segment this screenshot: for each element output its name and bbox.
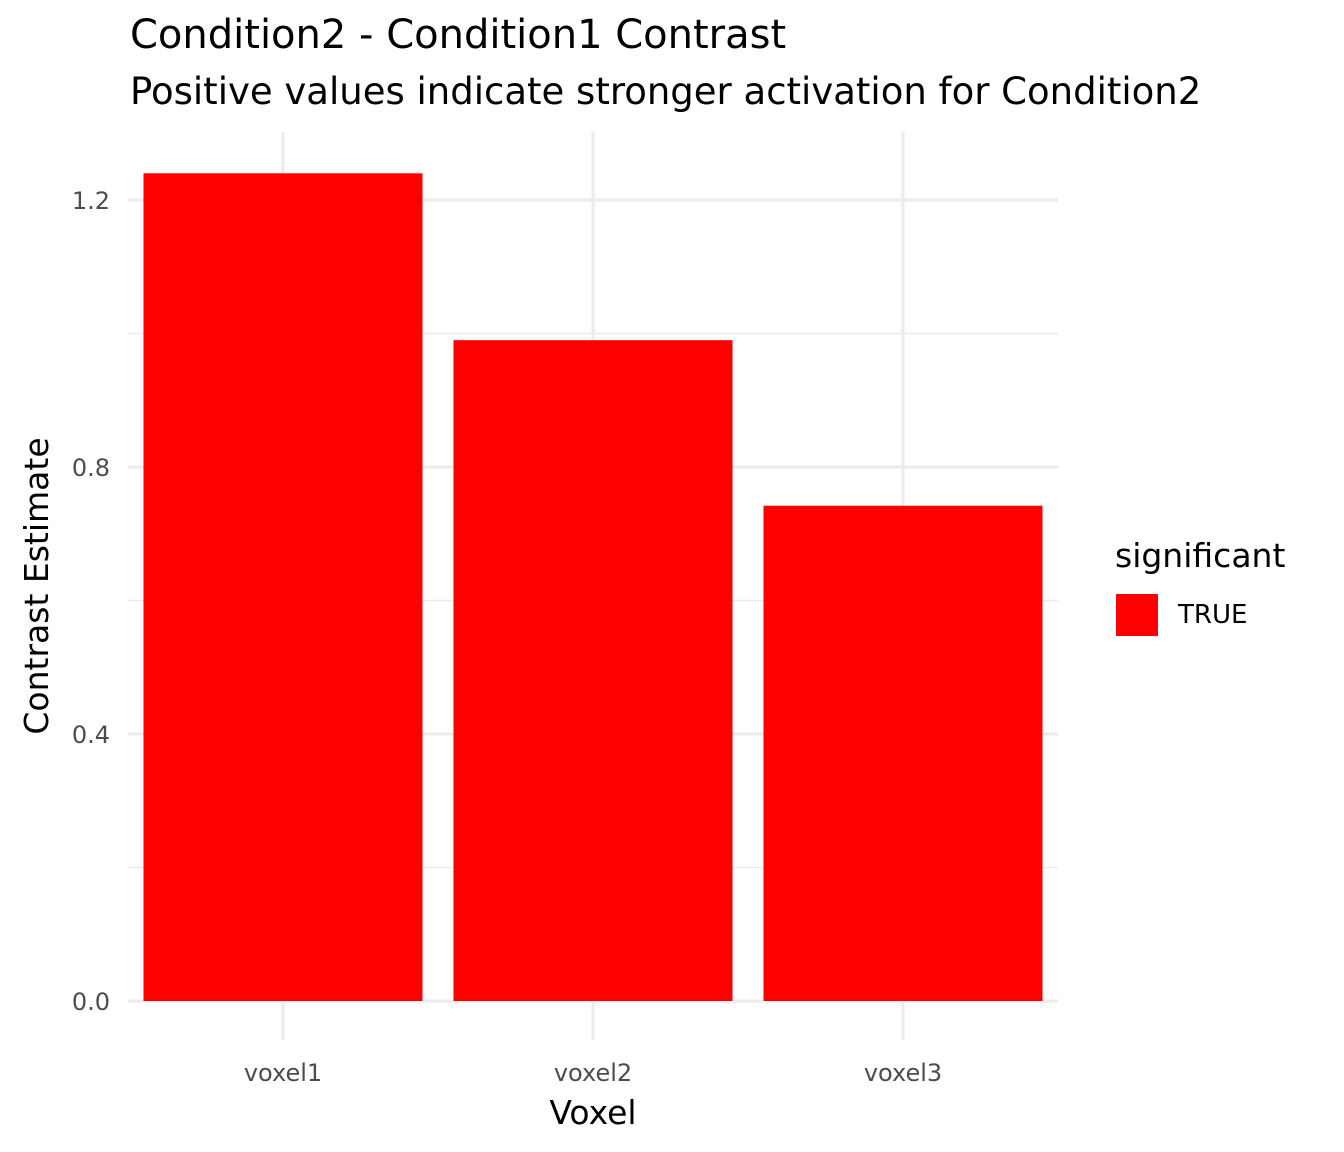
chart-subtitle: Positive values indicate stronger activa… bbox=[130, 70, 1202, 113]
y-axis-label: Contrast Estimate bbox=[17, 437, 56, 734]
x-tick-label: voxel1 bbox=[244, 1059, 322, 1087]
bar-voxel2 bbox=[453, 340, 733, 1001]
chart-title: Condition2 - Condition1 Contrast bbox=[130, 12, 787, 58]
y-tick-label: 0.0 bbox=[72, 988, 110, 1016]
y-tick-label: 1.2 bbox=[72, 187, 110, 215]
x-tick-label: voxel3 bbox=[864, 1059, 942, 1087]
legend-title: significant bbox=[1115, 536, 1286, 575]
legend-label-true: TRUE bbox=[1178, 600, 1248, 630]
x-tick-label: voxel2 bbox=[554, 1059, 632, 1087]
bar-voxel1 bbox=[143, 173, 423, 1002]
y-tick-label: 0.8 bbox=[72, 454, 110, 482]
y-tick-label: 0.4 bbox=[72, 721, 110, 749]
x-axis-label: Voxel bbox=[549, 1093, 636, 1132]
legend-key-true bbox=[1116, 594, 1158, 636]
bar-voxel3 bbox=[763, 505, 1043, 1001]
